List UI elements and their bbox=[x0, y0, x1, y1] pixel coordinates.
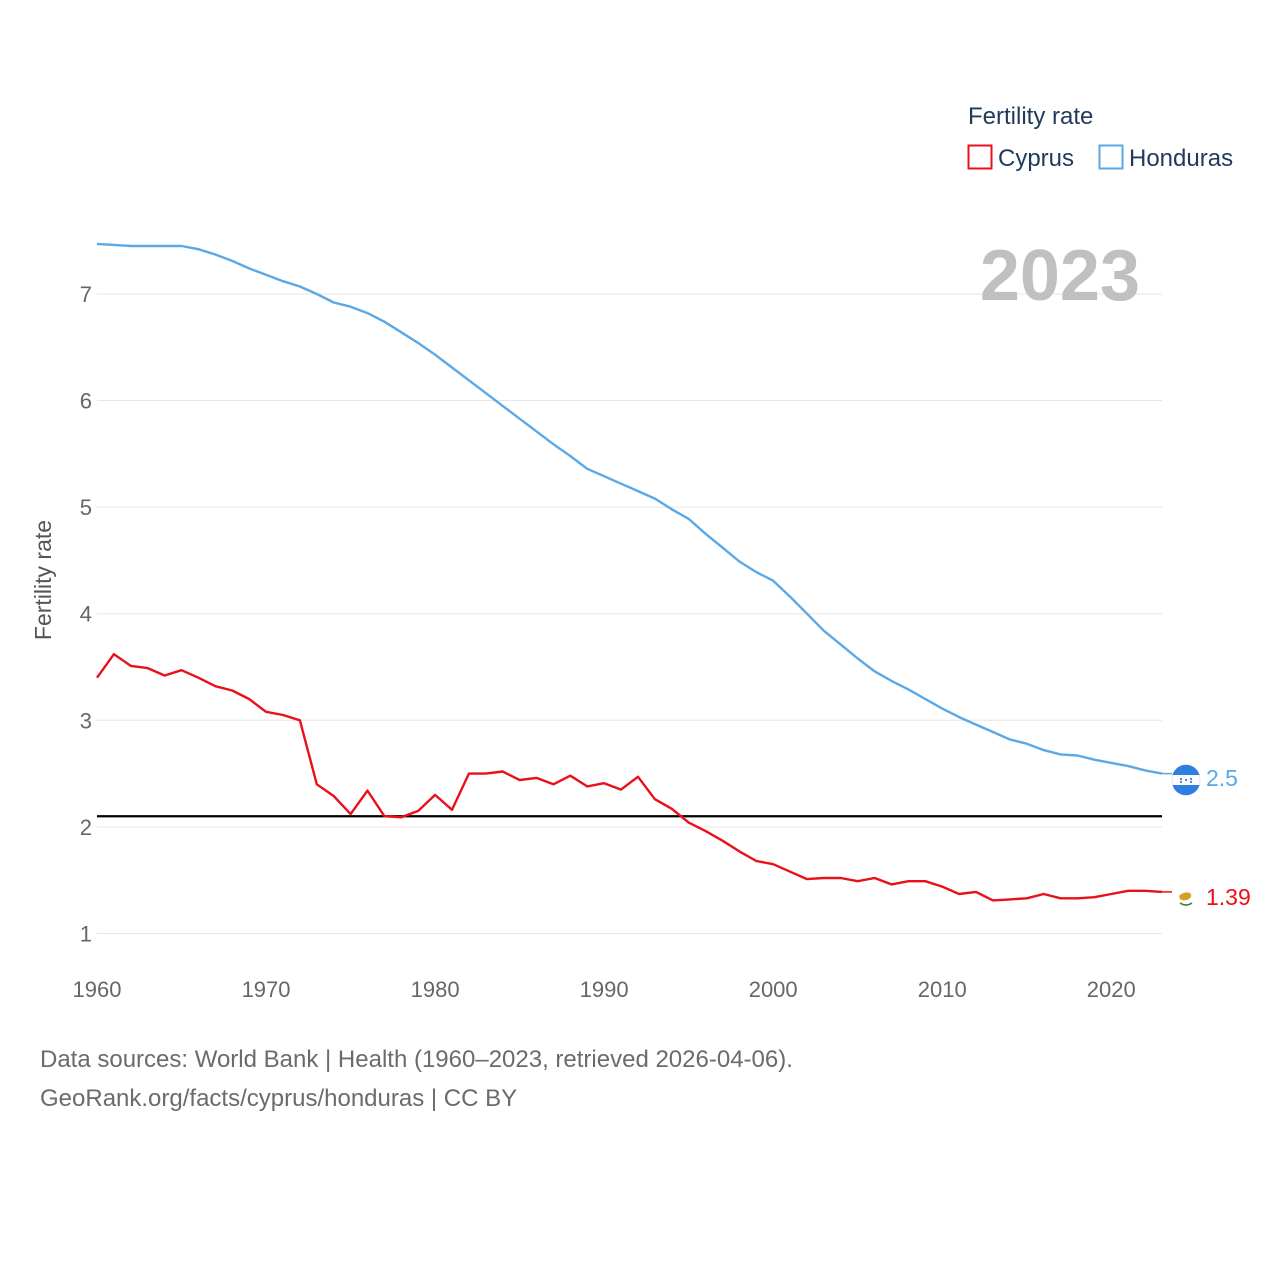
honduras-flag-icon bbox=[1171, 764, 1201, 796]
x-tick-label: 1960 bbox=[73, 977, 122, 1002]
series-lines bbox=[96, 242, 1172, 902]
legend-item-honduras[interactable]: Honduras bbox=[1098, 144, 1234, 172]
end-label-cyprus: 1.39 bbox=[1206, 884, 1251, 910]
footer-link[interactable]: GeoRank.org/facts/cyprus/honduras | CC B… bbox=[40, 1085, 518, 1112]
y-tick-label: 6 bbox=[80, 389, 92, 414]
series-line-honduras bbox=[96, 242, 1163, 775]
year-label: 2023 bbox=[980, 236, 1140, 316]
legend-item-cyprus[interactable]: Cyprus bbox=[967, 144, 1075, 172]
legend-title: Fertility rate bbox=[968, 103, 1093, 130]
legend-swatch-honduras bbox=[1098, 144, 1124, 170]
gridlines bbox=[97, 293, 1162, 934]
y-tick-label: 2 bbox=[80, 815, 92, 840]
x-tick-label: 2000 bbox=[749, 977, 798, 1002]
legend-label-cyprus: Cyprus bbox=[998, 145, 1074, 172]
y-tick-label: 7 bbox=[80, 282, 92, 307]
series-line-cyprus bbox=[96, 653, 1163, 902]
x-tick-label: 1980 bbox=[411, 977, 460, 1002]
x-tick-labels: 1960 1970 1980 1990 2000 2010 2020 bbox=[73, 977, 1136, 1002]
y-tick-label: 1 bbox=[80, 921, 92, 946]
fertility-chart: 1 2 3 4 5 6 7 1960 1970 1980 1990 2000 2010 2020 Fer… bbox=[30, 103, 1251, 1002]
x-tick-label: 1990 bbox=[580, 977, 629, 1002]
x-tick-label: 2010 bbox=[918, 977, 967, 1002]
y-tick-label: 4 bbox=[80, 602, 92, 627]
legend: Fertility rate Cyprus Honduras bbox=[967, 103, 1234, 172]
x-tick-label: 1970 bbox=[242, 977, 291, 1002]
x-tick-label: 2020 bbox=[1087, 977, 1136, 1002]
y-tick-labels: 1 2 3 4 5 6 7 bbox=[80, 282, 92, 947]
legend-label-honduras: Honduras bbox=[1129, 145, 1233, 172]
end-label-honduras: 2.5 bbox=[1206, 765, 1238, 791]
y-axis-title: Fertility rate bbox=[30, 520, 56, 640]
y-tick-label: 3 bbox=[80, 708, 92, 733]
legend-swatch-cyprus bbox=[967, 144, 993, 170]
cyprus-flag-icon bbox=[1172, 884, 1200, 912]
footer-sources: Data sources: World Bank | Health (1960–… bbox=[40, 1046, 793, 1073]
y-tick-label: 5 bbox=[80, 495, 92, 520]
